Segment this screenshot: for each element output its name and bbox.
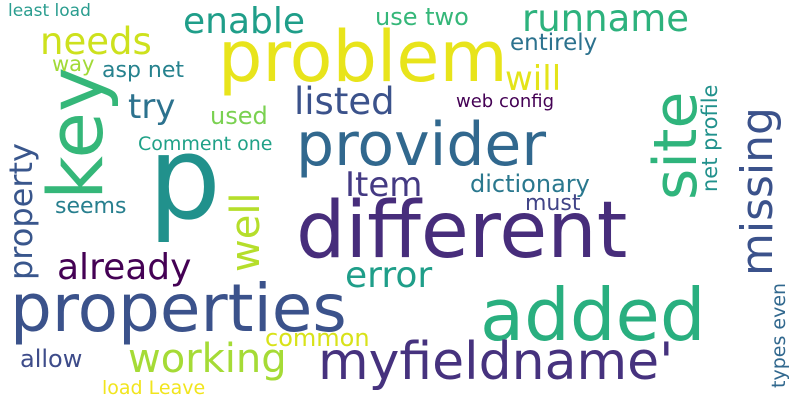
- word-way: way: [52, 52, 95, 76]
- word-runname: runname: [522, 0, 690, 40]
- word-different: different: [296, 186, 628, 276]
- word-already: already: [57, 247, 192, 288]
- word-property: property: [2, 143, 40, 280]
- word-error: error: [345, 255, 433, 296]
- word-listed: listed: [294, 80, 395, 123]
- word-common: common: [265, 324, 370, 352]
- word-missing: missing: [732, 107, 783, 276]
- word-enable: enable: [183, 1, 306, 42]
- word-asp-net: asp net: [102, 58, 185, 83]
- word-use-two: use two: [375, 3, 469, 31]
- word-must: must: [525, 191, 581, 216]
- word-entirely: entirely: [510, 30, 598, 56]
- word-myfieldname: myfieldname': [318, 332, 674, 392]
- word-key: key: [31, 66, 120, 200]
- word-working: working: [128, 336, 287, 382]
- word-web-config: web config: [456, 91, 555, 112]
- word-net-profile: net profile: [698, 84, 722, 192]
- word-used: used: [210, 102, 268, 130]
- word-dictionary: dictionary: [470, 170, 590, 198]
- word-types-even: types even: [768, 282, 790, 388]
- word-needs: needs: [40, 20, 152, 63]
- word-try: try: [128, 87, 176, 127]
- word-least-load: least load: [8, 1, 91, 21]
- word-load-leave: load Leave: [102, 377, 206, 399]
- word-problem: problem: [218, 16, 508, 98]
- word-site: site: [641, 91, 711, 200]
- word-comment-one: Comment one: [138, 133, 273, 155]
- word-p: p: [148, 112, 221, 246]
- word-will: will: [505, 59, 562, 99]
- word-provider: provider: [296, 110, 546, 180]
- word-seems: seems: [55, 194, 127, 219]
- word-allow: allow: [20, 345, 83, 373]
- word-added: added: [480, 273, 706, 357]
- word-properties: properties: [10, 270, 347, 347]
- word-item: Item: [345, 165, 423, 205]
- word-well: well: [223, 192, 269, 272]
